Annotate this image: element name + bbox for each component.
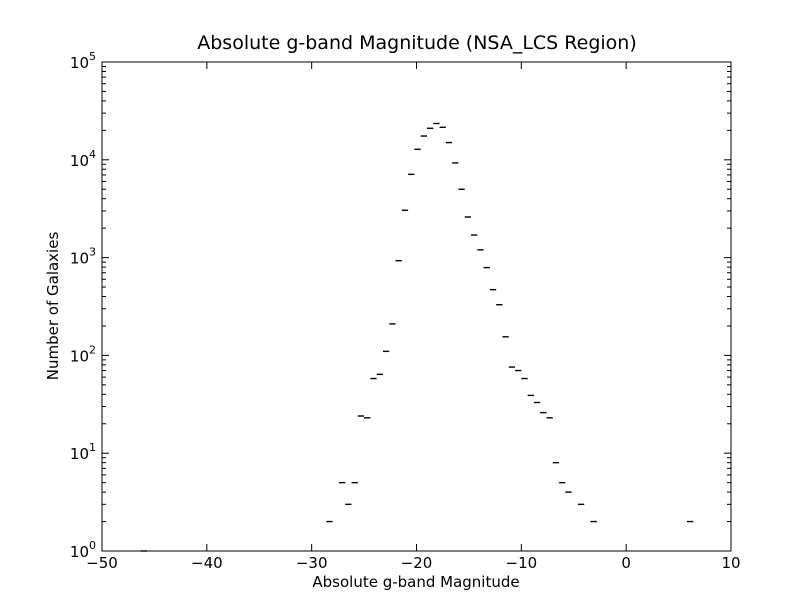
x-tick-label: −10 [506,554,538,572]
y-axis-label: Number of Galaxies [44,232,62,381]
x-tick-label: −40 [191,554,223,572]
y-tick-label: 103 [70,246,96,268]
x-tick-label: 0 [621,554,631,572]
x-tick-label: 10 [721,554,740,572]
y-tick-label: 105 [70,50,96,72]
x-tick-label: −50 [86,554,118,572]
y-tick-label: 101 [70,441,96,463]
y-tick-label: 102 [70,343,96,365]
y-tick-label: 100 [70,539,96,561]
x-tick-label: −20 [401,554,433,572]
histogram-bins [140,122,694,552]
x-axis-ticks: −50 −40 −30 −20 −10 0 10 [86,62,741,572]
chart-title: Absolute g-band Magnitude (NSA_LCS Regio… [197,32,637,54]
x-axis-label: Absolute g-band Magnitude [312,573,519,591]
plot-area-frame [101,61,732,552]
x-tick-label: −30 [296,554,328,572]
y-tick-label: 104 [70,148,96,170]
y-axis-ticks: 100 101 102 103 104 105 [70,50,731,561]
